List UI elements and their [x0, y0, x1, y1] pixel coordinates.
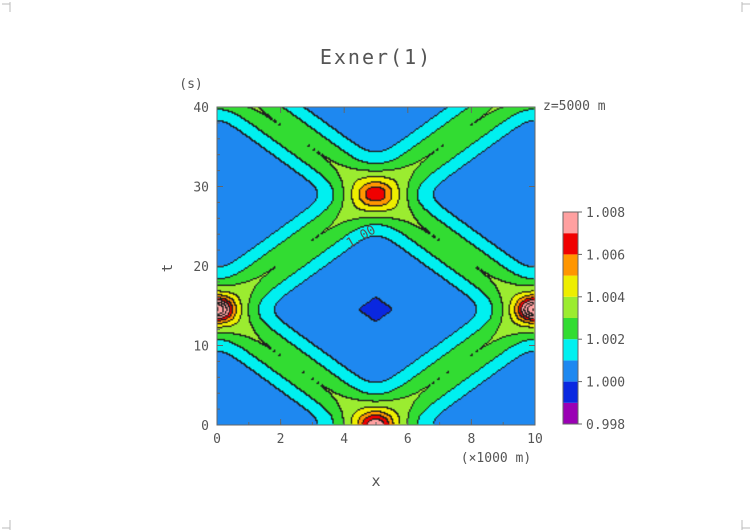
- colorbar-label: 1.006: [586, 248, 625, 263]
- colorbar-frame: [562, 211, 579, 425]
- annotation: z=5000 m: [543, 99, 606, 114]
- x-tick-label: 0: [213, 432, 221, 447]
- colorbar-band: [563, 360, 578, 382]
- heatmap-image: [217, 107, 535, 425]
- x-tick-label: 10: [527, 432, 543, 447]
- colorbar-label: 1.004: [586, 291, 625, 306]
- y-unit: (s): [179, 77, 202, 92]
- colorbar-band: [563, 254, 578, 276]
- colorbar-band: [563, 212, 578, 234]
- colorbar-label: 1.002: [586, 333, 625, 348]
- colorbar-band: [563, 318, 578, 340]
- colorbar-label: 0.998: [586, 418, 625, 433]
- colorbar-band: [563, 233, 578, 255]
- x-tick-label: 4: [340, 432, 348, 447]
- plot-area: 1.00: [216, 106, 536, 426]
- colorbar-band: [563, 381, 578, 403]
- y-tick-label: 0: [201, 419, 209, 434]
- colorbar-band: [563, 275, 578, 297]
- y-tick-label: 10: [193, 340, 209, 355]
- y-tick-label: 30: [193, 181, 209, 196]
- colorbar-band: [563, 402, 578, 424]
- colorbar-label: 1.000: [586, 376, 625, 391]
- colorbar-band: [563, 296, 578, 318]
- x-axis-label: x: [371, 472, 380, 490]
- x-tick-label: 2: [277, 432, 285, 447]
- colorbar-label: 1.008: [586, 206, 625, 221]
- x-tick-label: 8: [467, 432, 475, 447]
- x-unit: (×1000 m): [461, 451, 531, 466]
- y-axis-label: t: [160, 264, 176, 272]
- colorbar-band: [563, 339, 578, 361]
- chart-title: Exner(1): [320, 45, 432, 69]
- axes: 0 2 4 6 8 10 0 10 20 30 40: [193, 101, 542, 447]
- y-tick-label: 20: [193, 260, 209, 275]
- colorbar: 0.998 1.000 1.002 1.004 1.006 1.008: [562, 206, 625, 433]
- y-tick-label: 40: [193, 101, 209, 116]
- x-tick-label: 6: [404, 432, 412, 447]
